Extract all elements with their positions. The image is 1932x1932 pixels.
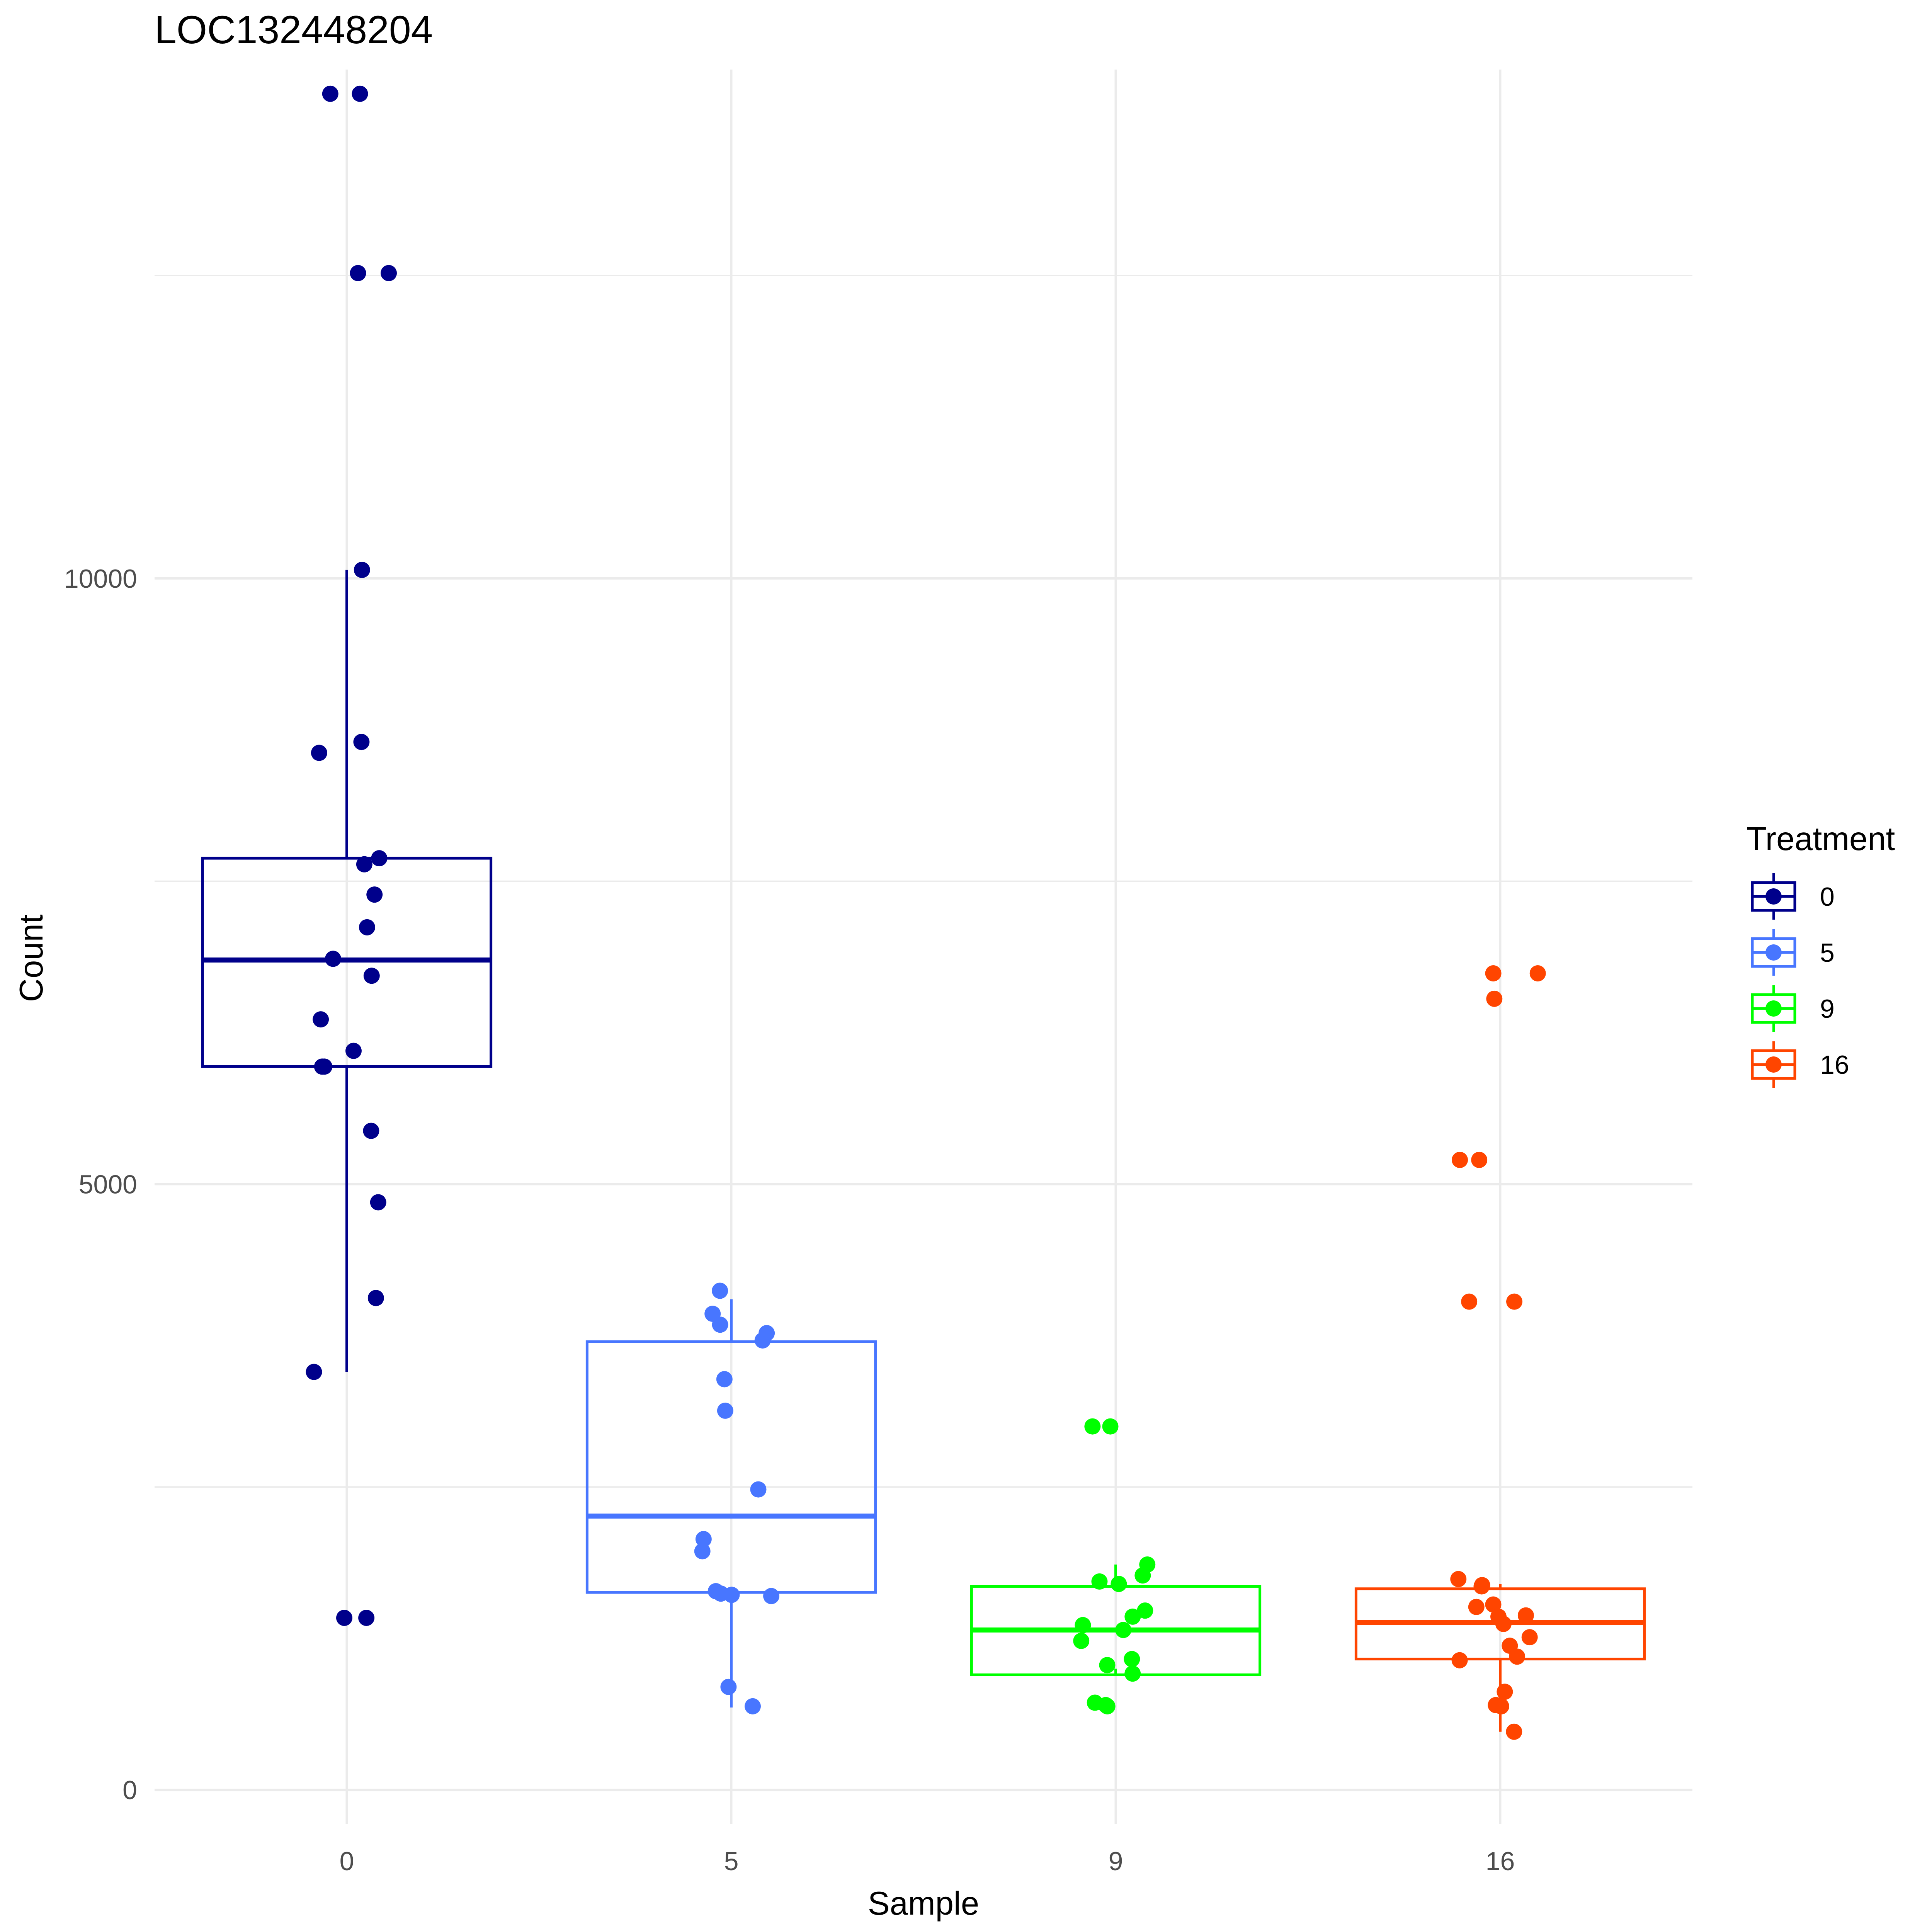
- data-point: [694, 1543, 711, 1560]
- grid: [155, 70, 1692, 1824]
- legend-key-point: [1765, 944, 1782, 961]
- data-point: [325, 951, 341, 967]
- data-point: [1137, 1602, 1153, 1619]
- data-point: [763, 1588, 780, 1604]
- data-point: [366, 886, 383, 903]
- legend-label: 0: [1820, 882, 1835, 912]
- data-point: [744, 1698, 761, 1714]
- legend-key-point: [1765, 888, 1782, 905]
- data-point: [1124, 1608, 1141, 1625]
- data-point: [723, 1587, 740, 1603]
- data-point: [695, 1531, 712, 1548]
- data-point: [370, 1194, 386, 1211]
- data-point: [1485, 1596, 1502, 1613]
- data-point: [367, 1290, 384, 1306]
- x-tick-label: 0: [340, 1847, 354, 1876]
- data-point: [322, 85, 338, 102]
- data-point: [1124, 1665, 1141, 1682]
- box-0: [201, 570, 493, 1372]
- data-point: [1495, 1616, 1512, 1632]
- legend-label: 16: [1820, 1050, 1849, 1080]
- legend-key-0: 0: [1751, 873, 1835, 920]
- legend-label: 9: [1820, 994, 1835, 1024]
- x-tick-label: 5: [724, 1847, 739, 1876]
- data-point: [363, 968, 380, 984]
- data-point: [717, 1402, 733, 1419]
- data-point: [1102, 1418, 1119, 1435]
- data-point: [353, 734, 370, 750]
- data-point: [359, 919, 375, 935]
- legend-key-point: [1765, 1000, 1782, 1017]
- data-point: [754, 1332, 771, 1349]
- boxes: [201, 570, 1646, 1732]
- data-point: [1461, 1293, 1478, 1310]
- data-point: [716, 1371, 733, 1388]
- data-point: [352, 85, 368, 102]
- legend-key-5: 5: [1751, 929, 1835, 976]
- data-point: [1486, 990, 1503, 1007]
- data-point: [354, 561, 370, 578]
- legend-label: 5: [1820, 938, 1835, 968]
- data-point: [720, 1679, 737, 1695]
- data-point: [1473, 1578, 1490, 1595]
- data-point: [1529, 965, 1546, 981]
- data-point: [1493, 1698, 1509, 1714]
- axes: 0 5000 10000 0 5 9 16: [64, 564, 1515, 1876]
- data-point: [306, 1364, 322, 1380]
- data-point: [1468, 1599, 1485, 1615]
- data-point: [1450, 1571, 1467, 1587]
- x-axis-title: Sample: [868, 1885, 979, 1922]
- y-tick-label: 0: [122, 1776, 137, 1805]
- legend-key-point: [1765, 1056, 1782, 1073]
- data-point: [1517, 1607, 1534, 1624]
- data-point: [336, 1609, 353, 1626]
- data-point: [1451, 1652, 1468, 1668]
- data-point: [750, 1481, 767, 1498]
- data-point: [311, 745, 327, 761]
- data-point: [314, 1058, 330, 1075]
- x-tick-label: 16: [1486, 1847, 1515, 1876]
- data-point: [1134, 1567, 1151, 1584]
- data-point: [1111, 1576, 1127, 1592]
- data-point: [1115, 1622, 1132, 1638]
- data-point: [1485, 965, 1502, 981]
- data-point: [1452, 1151, 1468, 1168]
- x-tick-label: 9: [1109, 1847, 1123, 1876]
- data-point: [1099, 1698, 1116, 1714]
- data-point: [712, 1282, 728, 1299]
- data-point: [350, 265, 366, 281]
- legend-key-9: 9: [1751, 985, 1835, 1032]
- legend-key-16: 16: [1751, 1041, 1849, 1088]
- data-point: [345, 1043, 362, 1059]
- data-point: [358, 1609, 375, 1626]
- data-point: [1506, 1723, 1522, 1740]
- data-point: [1091, 1573, 1108, 1590]
- data-point: [1521, 1629, 1538, 1646]
- data-point: [1073, 1633, 1090, 1649]
- data-point: [1471, 1151, 1488, 1168]
- data-point: [381, 265, 397, 281]
- data-point: [1075, 1617, 1091, 1633]
- y-tick-label: 10000: [64, 564, 137, 594]
- data-point: [1509, 1648, 1526, 1665]
- data-point: [1124, 1651, 1140, 1667]
- points: [306, 85, 1546, 1740]
- data-point: [371, 850, 388, 867]
- data-point: [363, 1122, 379, 1139]
- data-point: [1497, 1684, 1513, 1700]
- y-tick-label: 5000: [79, 1170, 137, 1199]
- data-point: [356, 856, 372, 872]
- legend: Treatment 0 5 9 16: [1747, 821, 1895, 1088]
- data-point: [313, 1011, 329, 1028]
- legend-title: Treatment: [1747, 821, 1895, 857]
- chart-title: LOC132448204: [155, 8, 433, 52]
- data-point: [712, 1316, 728, 1333]
- data-point: [1506, 1293, 1523, 1310]
- data-point: [1099, 1657, 1116, 1673]
- y-axis-title: Count: [13, 915, 50, 1002]
- data-point: [1084, 1418, 1101, 1435]
